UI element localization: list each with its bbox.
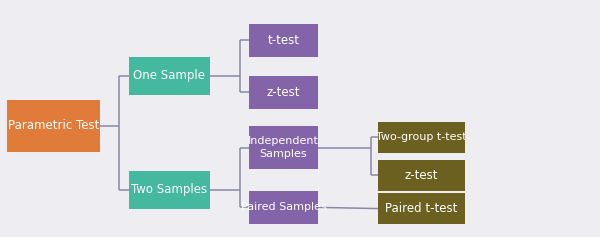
FancyBboxPatch shape <box>249 191 318 224</box>
FancyBboxPatch shape <box>249 24 318 57</box>
Text: Two Samples: Two Samples <box>131 183 208 196</box>
Text: Parametric Test: Parametric Test <box>8 119 100 132</box>
FancyBboxPatch shape <box>249 76 318 109</box>
Text: z-test: z-test <box>405 169 438 182</box>
FancyBboxPatch shape <box>378 160 465 191</box>
Text: One Sample: One Sample <box>133 69 205 82</box>
FancyBboxPatch shape <box>378 193 465 224</box>
FancyBboxPatch shape <box>7 100 100 152</box>
FancyBboxPatch shape <box>129 171 210 209</box>
Text: t-test: t-test <box>268 34 299 47</box>
FancyBboxPatch shape <box>249 126 318 169</box>
FancyBboxPatch shape <box>378 122 465 153</box>
Text: Paired Samples: Paired Samples <box>241 202 326 212</box>
Text: Paired t-test: Paired t-test <box>385 202 458 215</box>
Text: z-test: z-test <box>267 86 300 99</box>
Text: Two-group t-test: Two-group t-test <box>376 132 467 142</box>
FancyBboxPatch shape <box>129 57 210 95</box>
Text: Independent
Samples: Independent Samples <box>248 136 319 159</box>
